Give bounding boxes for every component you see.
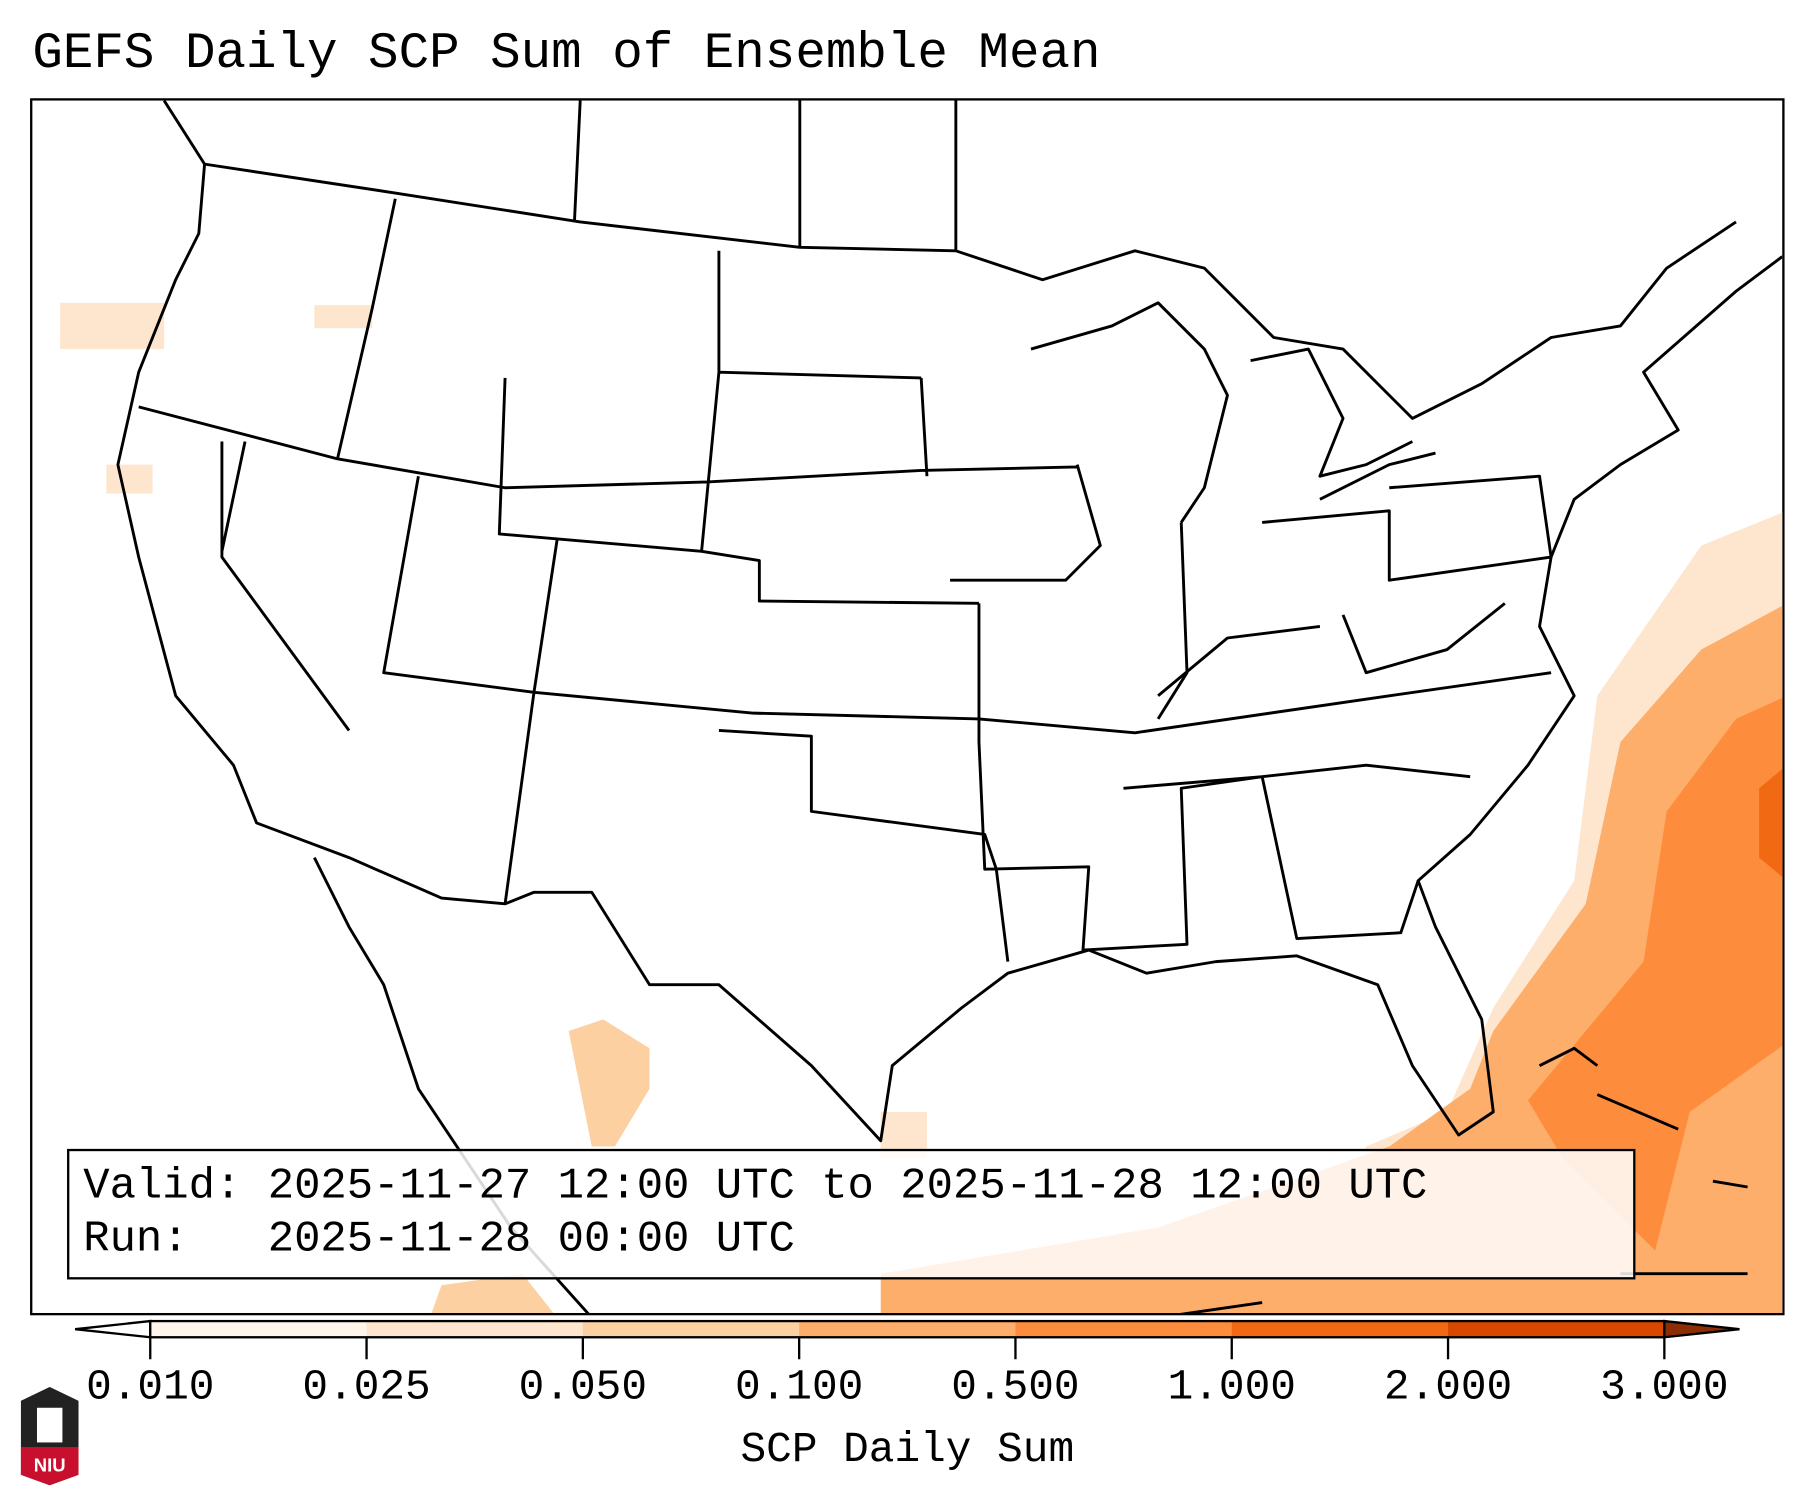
- colorbar-segment: [1448, 1321, 1665, 1338]
- map-canvas: [60, 100, 1783, 1313]
- colorbar: [75, 1319, 1740, 1360]
- scp-area-pnw: [60, 302, 165, 350]
- colorbar-label: SCP Daily Sum: [740, 1426, 1075, 1475]
- colorbar-segment: [1015, 1321, 1233, 1338]
- scp-area-south: [431, 1273, 554, 1313]
- map-panel: [30, 98, 1785, 1316]
- us-coastline: [116, 100, 1783, 1143]
- scp-area-mid: [1527, 697, 1783, 1251]
- colorbar-tick-label: 0.050: [518, 1363, 648, 1413]
- colorbar-tick-label: 0.025: [302, 1363, 431, 1413]
- colorbar-tick-label: 0.100: [734, 1363, 864, 1413]
- colorbar-segment: [799, 1321, 1017, 1338]
- chart-title: GEFS Daily SCP Sum of Ensemble Mean: [32, 25, 1101, 84]
- scp-area-high: [1759, 768, 1783, 877]
- colorbar-tick-label: 0.010: [86, 1363, 215, 1413]
- validity-box: Valid: 2025-11-27 12:00 UTC to 2025-11-2…: [67, 1148, 1636, 1280]
- canada-border: [204, 162, 1737, 420]
- colorbar-over-extend: [1663, 1319, 1740, 1339]
- colorbar-tick-label: 1.000: [1167, 1363, 1296, 1413]
- run-time-text: Run: 2025-11-28 00:00 UTC: [83, 1214, 795, 1265]
- colorbar-tick-label: 0.500: [951, 1363, 1080, 1413]
- scp-area-idaho: [314, 305, 373, 329]
- colorbar-segment: [582, 1321, 800, 1338]
- caribbean-islands: [1180, 1046, 1748, 1313]
- colorbar-segment: [150, 1321, 368, 1338]
- state-lines: [138, 100, 1553, 962]
- colorbar-segment: [366, 1321, 584, 1338]
- colorbar-tick-label: 3.000: [1600, 1363, 1729, 1413]
- colorbar-under-extend: [75, 1319, 152, 1339]
- colorbar-frame: [149, 1319, 1666, 1339]
- scp-area-ca: [106, 464, 153, 494]
- scp-shading: [60, 302, 1783, 1313]
- svg-text:NIU: NIU: [34, 1454, 66, 1475]
- colorbar-segment: [1231, 1321, 1449, 1338]
- colorbar-tick-label: 2.000: [1383, 1363, 1513, 1413]
- valid-time-text: Valid: 2025-11-27 12:00 UTC to 2025-11-2…: [83, 1161, 1428, 1212]
- scp-area-mexico: [568, 1019, 650, 1147]
- niu-logo: NIU: [20, 1386, 79, 1486]
- great-lakes: [1030, 301, 1436, 524]
